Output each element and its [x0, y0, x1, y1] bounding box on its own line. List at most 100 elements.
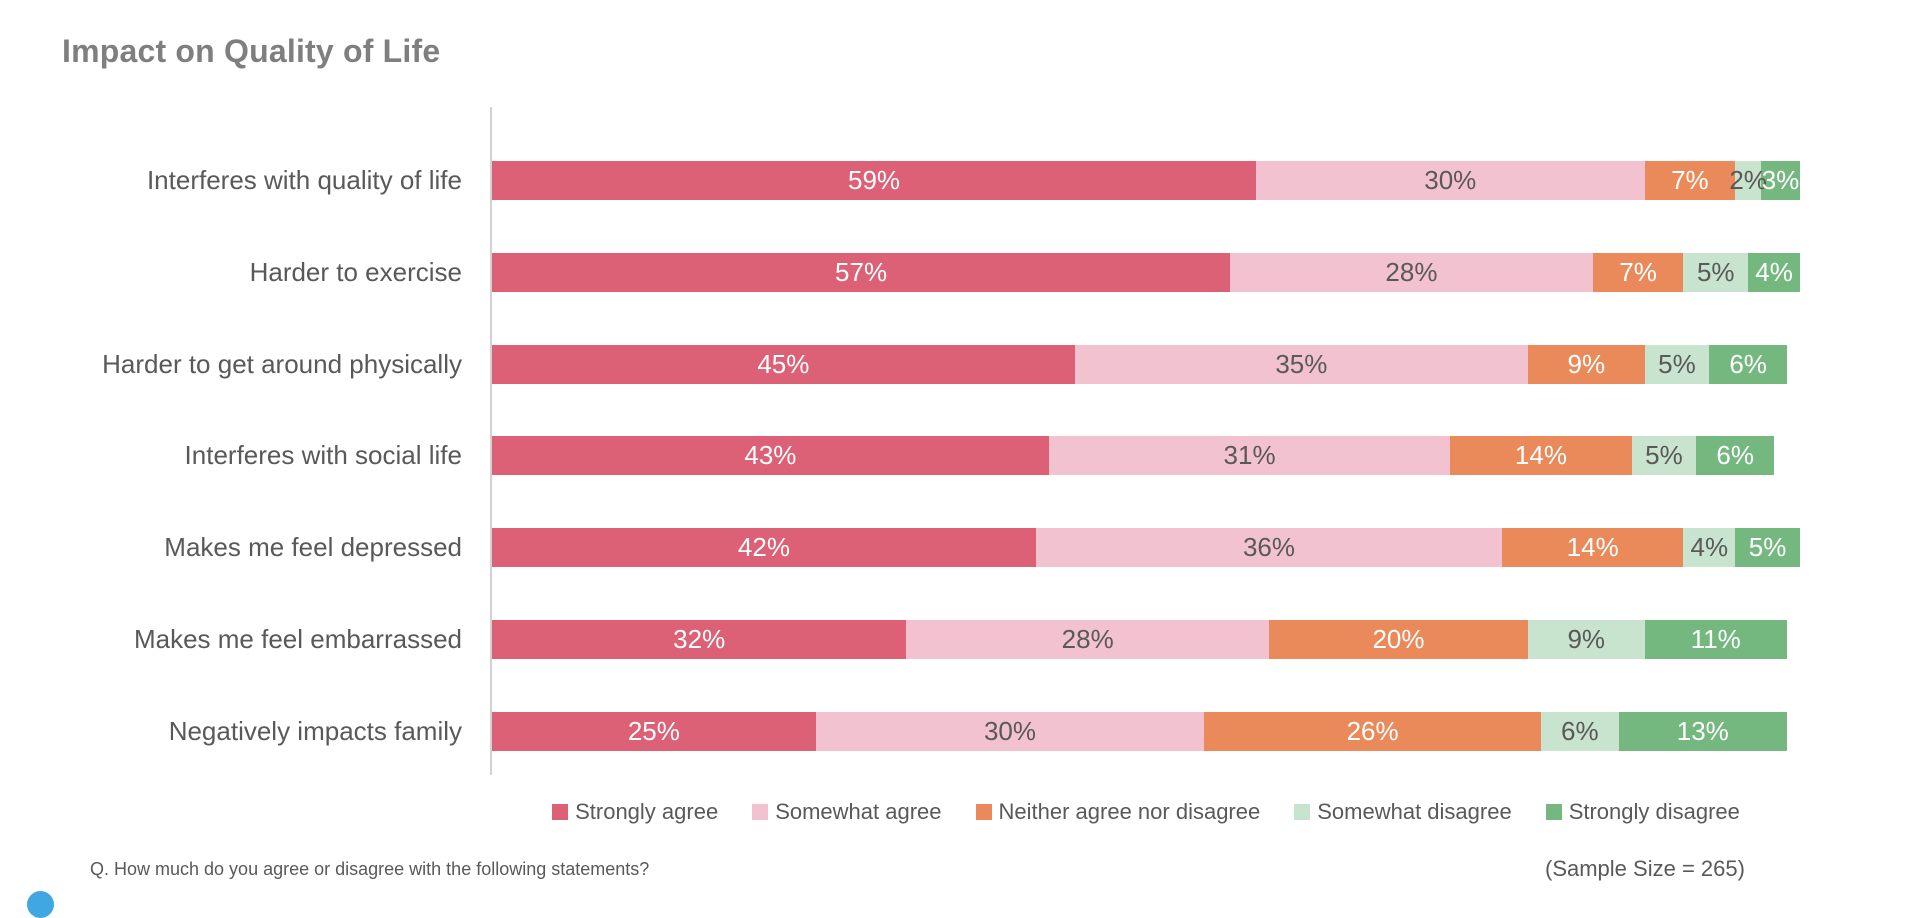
segment-value-label: 42% [737, 532, 790, 562]
segment-value-label: 5% [1696, 257, 1735, 287]
bar-segment: 4% [1683, 528, 1736, 567]
bar-segment: 2% [1729, 161, 1767, 200]
bar-stack: 57% 28% 7% 5% 4% [492, 253, 1800, 292]
bar-segment: 9% [1527, 620, 1645, 659]
segment-value-label: 14% [1566, 532, 1619, 562]
bar-segment: 36% [1035, 528, 1503, 567]
bar-segment: 5% [1644, 345, 1710, 384]
legend-label: Somewhat disagree [1317, 799, 1512, 824]
category-label: Makes me feel embarrassed [133, 624, 462, 654]
bar-segment: 5% [1735, 528, 1800, 567]
segment-value-label: 6% [1729, 349, 1767, 379]
bar-stack: 43% 31% 14% 5% 6% [492, 436, 1775, 475]
question-footnote: Q. How much do you agree or disagree wit… [90, 859, 650, 879]
segment-value-label: 36% [1242, 532, 1295, 562]
segment-value-label: 28% [1385, 257, 1438, 287]
segment-value-label: 30% [983, 716, 1037, 746]
bar-segment: 43% [492, 436, 1049, 475]
legend-swatch-icon [552, 804, 569, 820]
legend-swatch-icon [975, 804, 992, 820]
segment-value-label: 59% [848, 165, 901, 195]
legend-label: Somewhat agree [775, 799, 942, 824]
segment-value-label: 43% [744, 440, 797, 470]
legend-label: Neither agree nor disagree [998, 799, 1261, 824]
bar-segment: 30% [815, 712, 1205, 751]
segment-value-label: 28% [1061, 624, 1114, 654]
bar-segment: 28% [906, 620, 1269, 659]
bar-segment: 35% [1074, 345, 1528, 384]
legend-item: Strongly disagree [1545, 799, 1740, 825]
segment-value-label: 5% [1748, 532, 1787, 562]
bar-segment: 14% [1502, 528, 1684, 567]
segment-value-label: 4% [1755, 257, 1793, 287]
segment-value-label: 14% [1514, 440, 1567, 470]
category-label: Makes me feel depressed [164, 532, 462, 562]
segment-value-label: 57% [835, 257, 888, 287]
bar-stack: 42% 36% 14% 4% 5% [492, 528, 1800, 567]
bar-segment: 5% [1631, 436, 1697, 475]
bar-segment: 31% [1048, 436, 1451, 475]
bar-stack: 25% 30% 26% 6% 13% [492, 712, 1787, 751]
chart-title: Impact on Quality of Life [62, 33, 441, 70]
report-slide: { "title": "Impact on Quality of Life", … [27, 33, 1800, 918]
bar-segment: 14% [1450, 436, 1632, 475]
segment-value-label: 9% [1567, 624, 1606, 654]
segment-value-label: 31% [1223, 440, 1276, 470]
bar-segment: 5% [1683, 253, 1749, 292]
legend-swatch-icon [752, 804, 769, 820]
legend-label: Strongly disagree [1568, 799, 1740, 824]
segment-value-label: 20% [1372, 624, 1425, 654]
bar-segment: 13% [1618, 712, 1787, 751]
bar-segment: 32% [492, 620, 907, 659]
bar-segment: 20% [1268, 620, 1528, 659]
chart-legend: Strongly agree Somewhat agree Neither ag… [492, 799, 1800, 825]
segment-value-label: 2% [1729, 165, 1767, 195]
segment-value-label: 9% [1567, 349, 1606, 379]
segment-value-label: 13% [1676, 716, 1729, 746]
legend-item: Neither agree nor disagree [975, 799, 1261, 825]
segment-value-label: 25% [627, 716, 680, 746]
y-axis-line [490, 107, 492, 775]
bar-stack: 45% 35% 9% 5% 6% [492, 345, 1787, 384]
segment-value-label: 5% [1658, 349, 1696, 379]
bar-segment: 45% [492, 345, 1075, 384]
segment-value-label: 45% [757, 349, 810, 379]
bar-segment: 28% [1230, 253, 1593, 292]
bar-segment: 11% [1644, 620, 1787, 659]
segment-value-label: 5% [1645, 440, 1683, 470]
category-label: Negatively impacts family [168, 716, 462, 746]
legend-swatch-icon [1294, 804, 1311, 820]
segment-value-label: 3% [1761, 165, 1800, 195]
bar-segment: 7% [1644, 161, 1736, 200]
segment-value-label: 7% [1671, 165, 1709, 195]
bar-segment: 6% [1540, 712, 1619, 751]
category-label: Harder to get around physically [102, 349, 462, 379]
bar-segment: 30% [1256, 161, 1645, 200]
bar-segment: 42% [492, 528, 1036, 567]
bar-segment: 59% [492, 161, 1257, 200]
legend-swatch-icon [1545, 804, 1562, 820]
segment-value-label: 6% [1560, 716, 1599, 746]
bar-segment: 6% [1696, 436, 1775, 475]
bar-segment: 7% [1592, 253, 1684, 292]
logo-icon [27, 891, 54, 918]
category-label: Interferes with quality of life [146, 165, 462, 195]
legend-item: Strongly agree [552, 799, 718, 825]
bar-segment: 4% [1748, 253, 1800, 292]
bar-segment: 26% [1204, 712, 1541, 751]
category-label: Harder to exercise [249, 257, 462, 287]
bar-stack: 59% 30% 7% 2% 3% [492, 161, 1800, 200]
legend-item: Somewhat disagree [1294, 799, 1512, 825]
segment-value-label: 7% [1619, 257, 1657, 287]
bar-segment: 9% [1528, 345, 1645, 384]
segment-value-label: 30% [1424, 165, 1477, 195]
category-label: Interferes with social life [184, 440, 462, 470]
bar-segment: 57% [492, 253, 1231, 292]
legend-item: Somewhat agree [752, 799, 942, 825]
segment-value-label: 4% [1690, 532, 1729, 562]
segment-value-label: 26% [1346, 716, 1399, 746]
segment-value-label: 35% [1275, 349, 1328, 379]
legend-label: Strongly agree [575, 799, 719, 824]
bar-segment: 6% [1709, 345, 1787, 384]
bar-segment: 3% [1761, 161, 1800, 200]
